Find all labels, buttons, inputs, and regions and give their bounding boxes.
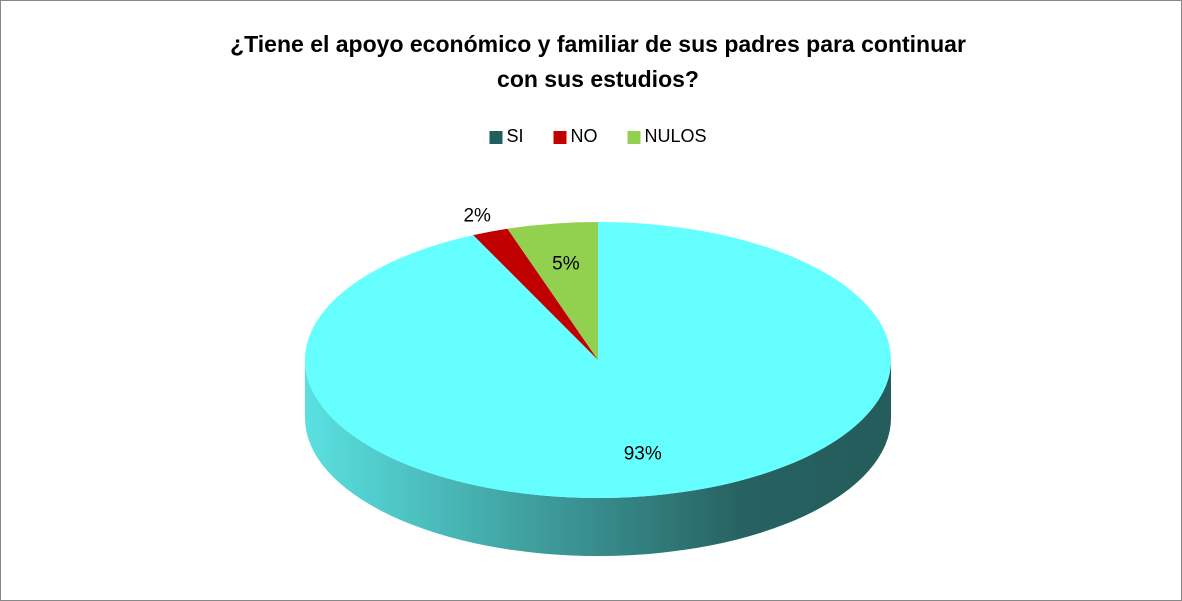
data-label: 2% — [463, 205, 491, 226]
legend-label: SI — [506, 126, 523, 146]
pie-side-shade — [305, 360, 891, 556]
legend-swatch — [627, 131, 641, 144]
legend-swatch — [553, 131, 567, 144]
data-label: 5% — [552, 254, 580, 275]
legend-label: NO — [571, 126, 598, 146]
pie-slice — [473, 228, 598, 360]
legend-swatch — [489, 131, 503, 144]
legend-label: NULOS — [645, 126, 707, 146]
data-label: 93% — [624, 443, 662, 464]
pie-slice — [507, 222, 598, 360]
chart-title: ¿Tiene el apoyo económico y familiar de … — [230, 31, 966, 92]
